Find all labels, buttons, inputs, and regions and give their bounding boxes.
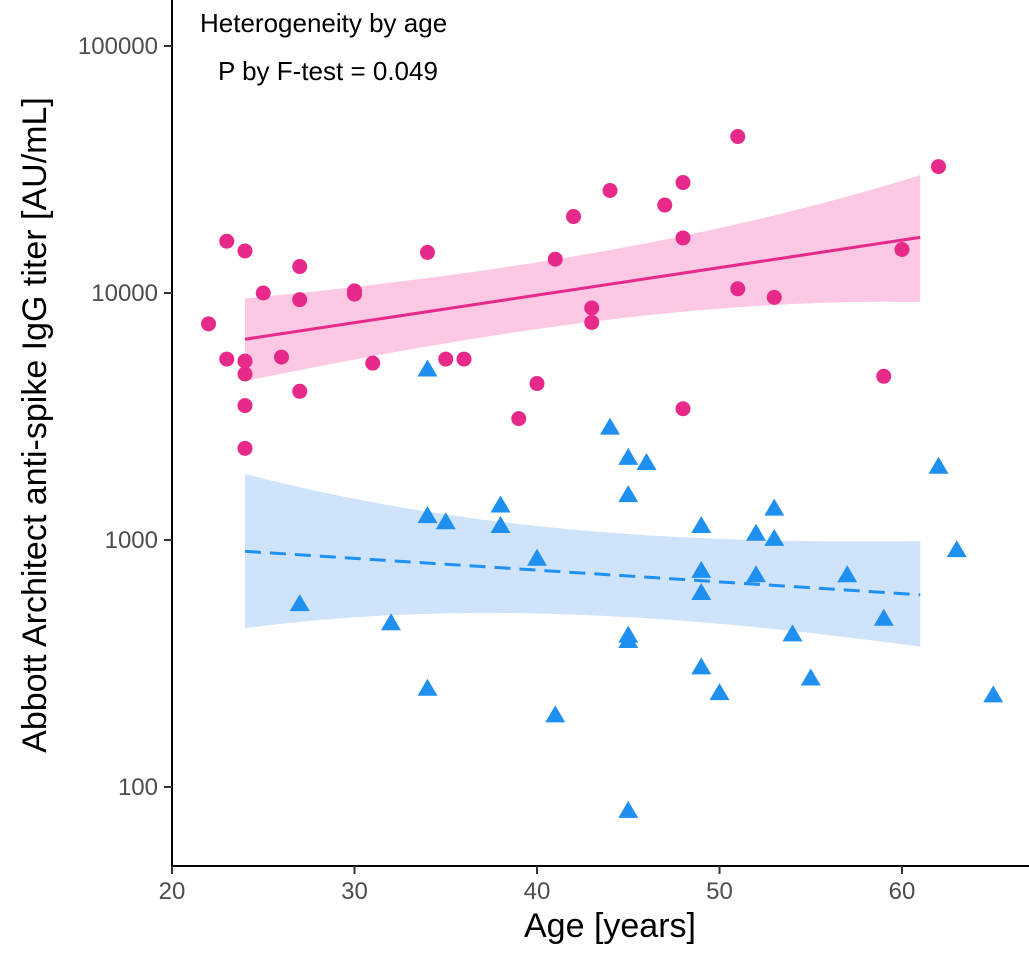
- point-triangle: [873, 608, 894, 626]
- point-circle: [894, 242, 910, 258]
- point-circle: [219, 233, 235, 249]
- point-circle: [876, 368, 892, 384]
- confidence-band-2: [245, 474, 921, 647]
- fit-lines: [244, 235, 921, 597]
- y-tick-label: 100: [118, 774, 158, 801]
- point-triangle: [764, 528, 785, 546]
- point-circle: [274, 349, 289, 365]
- point-triangle: [691, 583, 712, 601]
- axes: [171, 0, 1029, 867]
- point-triangle: [946, 540, 967, 558]
- annotations: Heterogeneity by age P by F-test = 0.049: [200, 8, 447, 86]
- point-circle: [292, 259, 308, 275]
- point-triangle: [527, 548, 547, 566]
- fit-line-1: [244, 235, 921, 341]
- point-circle: [602, 183, 618, 199]
- point-circle: [730, 281, 746, 297]
- x-tick-label: 60: [889, 878, 916, 905]
- point-circle: [292, 292, 308, 308]
- point-triangle: [746, 565, 766, 583]
- point-triangle: [709, 683, 730, 701]
- y-tick-label: 100000: [78, 33, 158, 60]
- annotation-p-value: P by F-test = 0.049: [218, 56, 438, 86]
- point-circle: [730, 129, 746, 145]
- annotation-heterogeneity: Heterogeneity by age: [200, 8, 447, 38]
- point-triangle: [837, 565, 858, 583]
- point-circle: [201, 316, 216, 332]
- point-triangle: [782, 624, 803, 642]
- point-triangle: [381, 613, 401, 631]
- point-circle: [584, 314, 600, 330]
- point-circle: [675, 175, 691, 191]
- point-triangle: [691, 657, 712, 675]
- point-circle: [675, 401, 691, 417]
- point-circle: [657, 197, 673, 213]
- point-triangle: [490, 495, 511, 513]
- point-circle: [237, 353, 253, 369]
- y-axis-title: Abbott Architect anti-spike IgG titer [A…: [16, 97, 54, 753]
- point-circle: [438, 351, 454, 367]
- point-circle: [456, 351, 472, 367]
- point-circle: [237, 243, 253, 259]
- point-triangle: [417, 678, 438, 696]
- point-triangle: [618, 800, 639, 818]
- point-triangle: [600, 417, 620, 435]
- point-circle: [219, 351, 235, 367]
- point-circle: [237, 398, 253, 414]
- point-circle: [255, 285, 271, 301]
- point-circle: [347, 286, 362, 302]
- point-triangle: [618, 631, 639, 649]
- y-tick-label: 1000: [105, 527, 158, 554]
- point-triangle: [435, 512, 456, 530]
- point-triangle: [764, 498, 785, 516]
- point-circle: [584, 300, 600, 316]
- data-points: [201, 129, 1004, 818]
- point-circle: [766, 289, 782, 305]
- y-tick-label: 10000: [91, 280, 158, 307]
- x-tick-label: 50: [706, 878, 733, 905]
- confidence-band-1: [245, 175, 921, 382]
- point-circle: [566, 209, 581, 225]
- point-circle: [292, 383, 308, 399]
- point-circle: [547, 251, 563, 267]
- point-circle: [420, 244, 435, 260]
- point-triangle: [691, 560, 712, 578]
- point-circle: [365, 355, 381, 371]
- point-triangle: [417, 359, 438, 377]
- point-triangle: [800, 668, 821, 686]
- point-triangle: [618, 485, 639, 503]
- point-triangle: [289, 594, 310, 612]
- fit-line-2: [244, 549, 921, 597]
- tick-marks: 20 30 40 50 60 100 1000 10000 100000: [78, 33, 915, 905]
- point-triangle: [983, 685, 1004, 703]
- point-triangle: [618, 447, 639, 465]
- point-triangle: [490, 515, 511, 533]
- x-tick-label: 30: [341, 878, 368, 905]
- confidence-bands: [245, 175, 921, 647]
- point-triangle: [636, 452, 657, 470]
- x-axis-title: Age [years]: [524, 907, 696, 945]
- point-circle: [675, 230, 691, 246]
- point-circle: [931, 159, 946, 175]
- x-tick-label: 40: [524, 878, 551, 905]
- point-triangle: [928, 456, 949, 474]
- point-circle: [511, 411, 527, 427]
- x-tick-label: 20: [159, 878, 186, 905]
- point-triangle: [746, 523, 766, 541]
- point-triangle: [691, 515, 712, 533]
- point-triangle: [545, 705, 566, 723]
- point-circle: [529, 376, 545, 392]
- point-circle: [237, 440, 253, 456]
- point-circle: [237, 366, 253, 382]
- point-triangle: [417, 506, 438, 524]
